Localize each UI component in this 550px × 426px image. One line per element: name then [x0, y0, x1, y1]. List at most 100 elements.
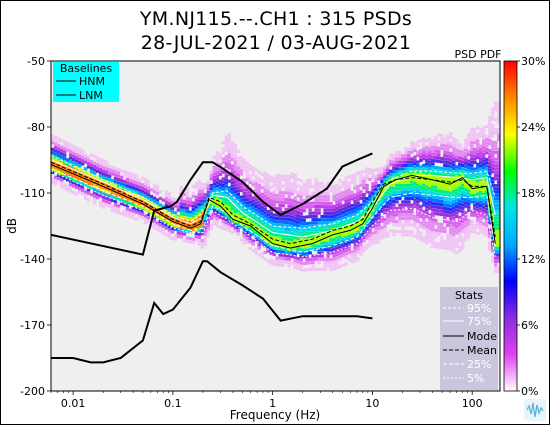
density-cell — [368, 171, 372, 175]
density-cell — [251, 239, 255, 243]
density-cell — [380, 196, 384, 200]
density-cell — [350, 227, 354, 231]
density-cell — [494, 193, 498, 198]
density-cell — [458, 143, 462, 147]
density-cell — [425, 185, 429, 189]
density-cell — [104, 193, 109, 197]
density-cell — [434, 218, 438, 222]
density-cell — [248, 174, 252, 178]
density-cell — [410, 223, 414, 227]
density-cell — [233, 226, 237, 230]
density-cell — [422, 200, 426, 204]
density-cell — [287, 175, 291, 179]
density-cell — [434, 139, 438, 143]
density-cell — [293, 239, 297, 243]
density-cell — [470, 193, 474, 197]
density-cell — [314, 241, 318, 245]
density-cell — [455, 155, 459, 159]
density-cell — [353, 209, 357, 213]
density-cell — [431, 145, 435, 149]
density-cell — [317, 221, 321, 225]
density-cell — [437, 242, 441, 246]
density-cell — [347, 211, 351, 215]
density-cell — [434, 172, 438, 176]
density-cell — [389, 173, 393, 177]
density-cell — [281, 204, 285, 208]
density-cell — [476, 231, 480, 236]
density-cell — [233, 173, 237, 177]
density-cell — [446, 137, 450, 142]
density-cell — [233, 206, 237, 210]
density-cell — [101, 166, 106, 170]
density-cell — [425, 175, 429, 179]
density-cell — [263, 227, 267, 231]
density-cell — [494, 141, 498, 145]
density-cell — [434, 198, 438, 203]
density-cell — [431, 224, 435, 229]
density-cell — [272, 262, 276, 266]
density-cell — [128, 198, 133, 202]
density-cell — [368, 224, 372, 228]
density-cell — [329, 231, 333, 235]
density-cell — [98, 174, 103, 178]
density-cell — [248, 213, 252, 218]
density-cell — [467, 133, 471, 137]
density-cell — [305, 228, 309, 232]
density-cell — [200, 189, 205, 193]
density-cell — [482, 149, 486, 153]
density-cell — [374, 207, 378, 211]
density-cell — [497, 226, 500, 231]
density-cell — [428, 183, 432, 187]
density-cell — [491, 239, 495, 243]
density-cell — [284, 181, 288, 185]
density-cell — [398, 230, 402, 234]
density-cell — [323, 241, 327, 245]
density-cell — [176, 205, 181, 209]
density-cell — [374, 181, 378, 185]
density-cell — [242, 204, 246, 209]
density-cell — [428, 196, 432, 201]
density-cell — [200, 245, 205, 249]
density-cell — [305, 195, 309, 199]
density-cell — [275, 200, 279, 204]
density-cell — [428, 213, 432, 217]
density-cell — [173, 211, 178, 215]
density-cell — [329, 202, 333, 206]
density-cell — [419, 158, 423, 163]
density-cell — [311, 231, 315, 235]
density-cell — [74, 182, 79, 186]
density-cell — [467, 149, 471, 153]
density-cell — [230, 194, 234, 198]
density-cell — [407, 173, 411, 178]
density-cell — [59, 181, 64, 185]
density-cell — [467, 159, 471, 163]
density-cell — [377, 177, 381, 181]
density-cell — [353, 199, 357, 204]
density-cell — [335, 187, 339, 191]
density-cell — [323, 264, 327, 268]
density-cell — [440, 160, 444, 164]
density-cell — [179, 225, 184, 229]
density-cell — [425, 168, 429, 172]
density-cell — [458, 232, 462, 236]
density-cell — [212, 169, 217, 173]
density-cell — [323, 201, 327, 205]
density-cell — [113, 176, 118, 181]
density-cell — [302, 238, 306, 242]
density-cell — [377, 184, 381, 188]
density-cell — [134, 204, 139, 208]
density-cell — [494, 243, 498, 247]
density-cell — [386, 221, 390, 225]
density-cell — [71, 151, 76, 155]
density-cell — [437, 222, 441, 226]
density-cell — [404, 203, 408, 207]
density-cell — [80, 149, 85, 153]
density-cell — [338, 251, 342, 255]
density-cell — [464, 227, 468, 231]
density-cell — [302, 245, 306, 249]
density-cell — [374, 240, 378, 244]
density-cell — [185, 193, 190, 197]
density-cell — [464, 155, 468, 159]
density-cell — [167, 228, 172, 232]
density-cell — [302, 205, 306, 209]
